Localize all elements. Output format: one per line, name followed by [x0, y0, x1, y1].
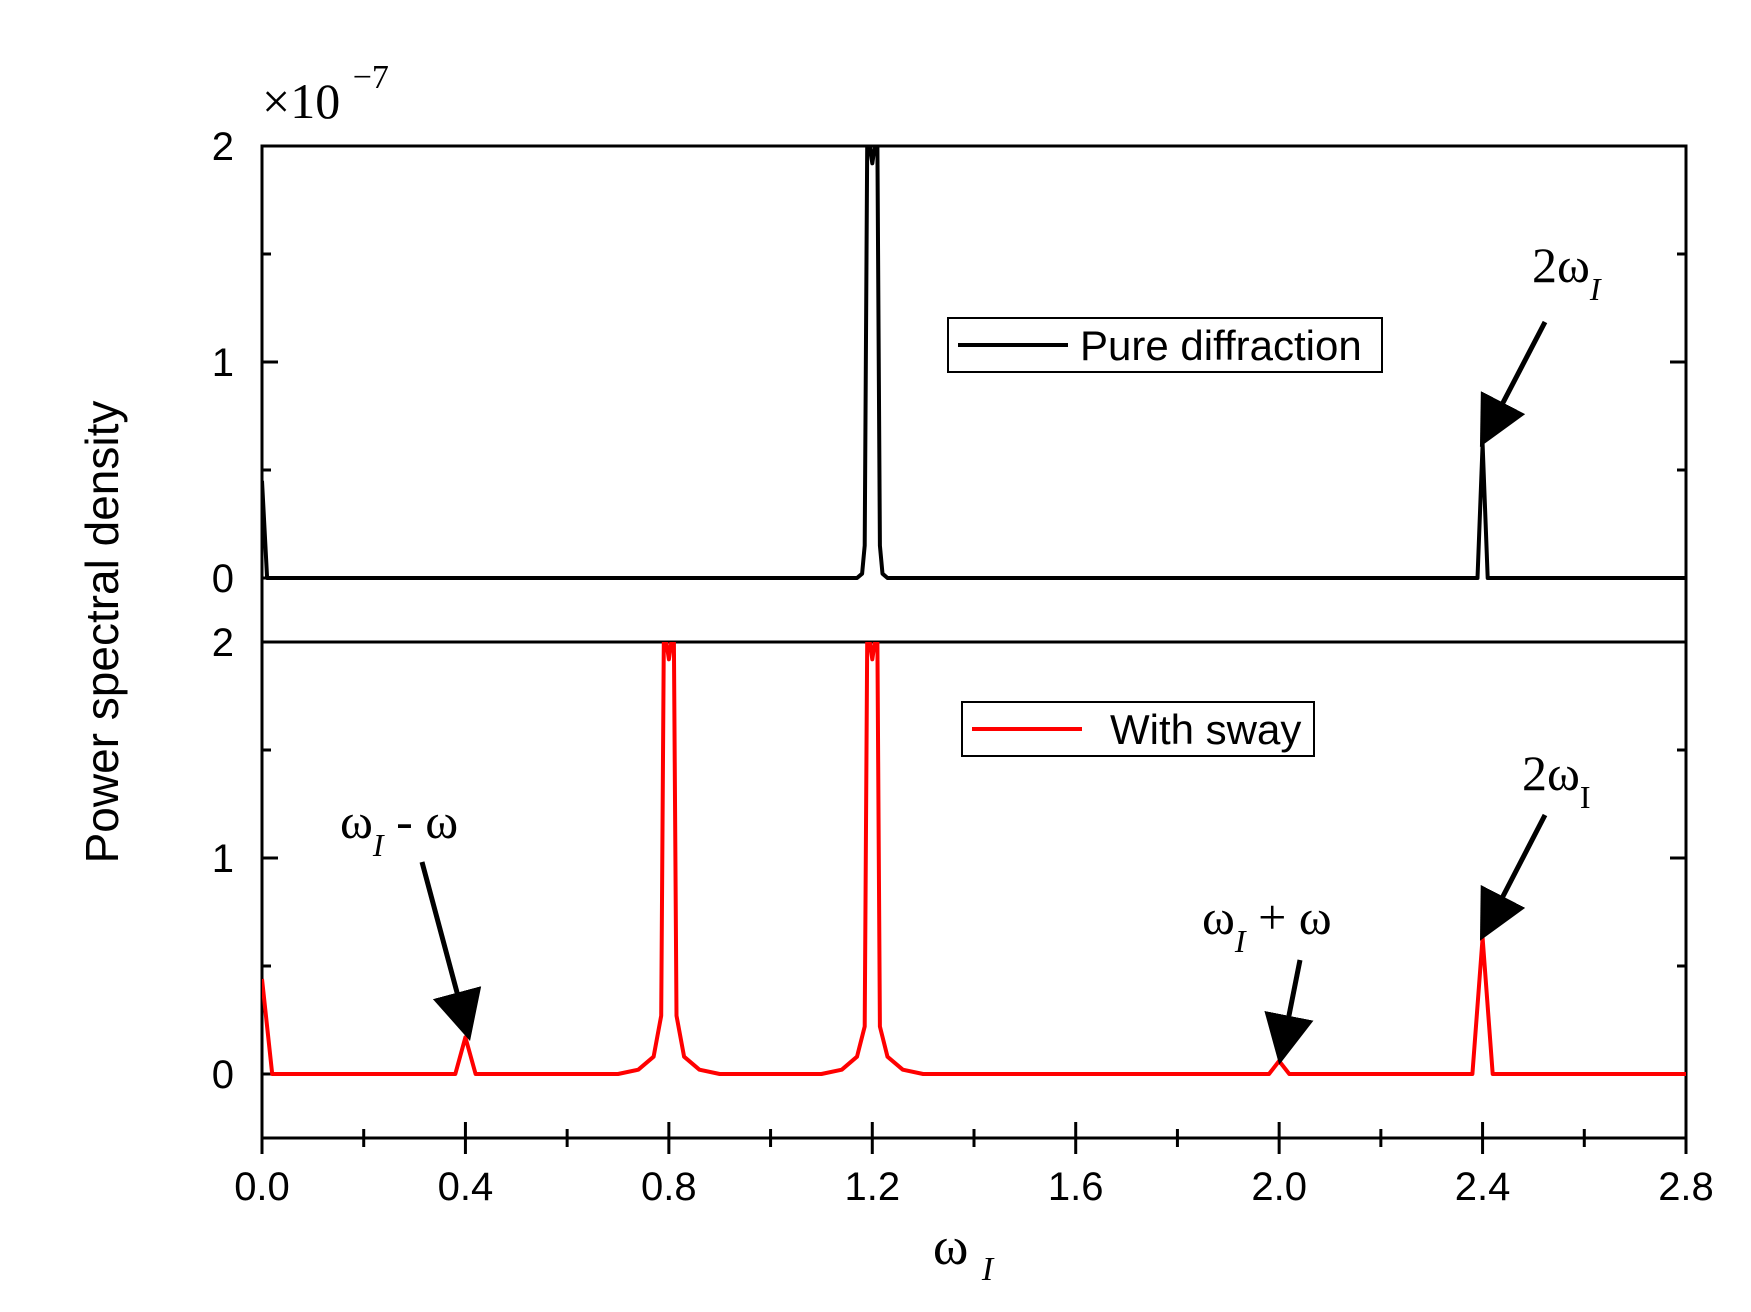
x-axis-title-sub: I [981, 1251, 995, 1288]
annotation-tail: - ω [384, 793, 459, 849]
legend: With sway [961, 701, 1315, 757]
panel-top: 0 1 2 Pure diffraction 2ωI [212, 125, 1688, 644]
y-tick-label: 2 [212, 621, 234, 665]
legend-label: Pure diffraction [1080, 322, 1362, 369]
y-tick-label: 2 [212, 125, 234, 169]
scale-factor-base: ×10 [262, 73, 340, 129]
annotation: ωI + ω [1202, 889, 1332, 1065]
y-tick-label: 0 [212, 557, 234, 601]
y-tick-label: 1 [212, 837, 234, 881]
x-tick-label: 1.6 [1048, 1165, 1104, 1209]
annotation-label: ωI - ω [340, 793, 458, 863]
x-axis-title: ω I [933, 1216, 995, 1288]
annotation-arrow [419, 861, 482, 1041]
annotation: 2ωI [1479, 745, 1591, 941]
x-tick-label: 0.0 [234, 1165, 290, 1209]
panel-frame [260, 144, 1688, 644]
legend-label: With sway [1110, 706, 1301, 753]
annotation-arrow [1479, 320, 1548, 447]
annotation-label: 2ωI [1532, 237, 1602, 307]
annotation-arrow [1479, 813, 1548, 941]
y-tick-label: 1 [212, 341, 234, 385]
annotation-sub: I [1234, 923, 1247, 959]
y-tick-label: 0 [212, 1053, 234, 1097]
annotation-main: 2ω [1532, 237, 1590, 293]
x-axis: 0.0 0.4 0.8 1.2 1.6 2.0 2.4 2.8 [234, 1122, 1714, 1209]
annotation-main: ω [340, 793, 373, 849]
annotation-sub: I [372, 827, 385, 863]
x-tick-label: 2.4 [1455, 1165, 1511, 1209]
annotation-label: ωI + ω [1202, 889, 1332, 959]
x-tick-label: 2.8 [1658, 1165, 1714, 1209]
x-tick-label: 0.4 [438, 1165, 494, 1209]
annotation-arrow [1264, 959, 1314, 1065]
annotation-main: 2ω [1522, 745, 1580, 801]
annotation-main: ω [1202, 889, 1235, 945]
scale-factor: ×10 −7 [262, 59, 389, 129]
y-axis-title: Power spectral density [76, 401, 128, 864]
annotation-label: 2ωI [1522, 745, 1591, 815]
annotation-sub: I [1580, 779, 1591, 815]
annotation: 2ωI [1479, 237, 1602, 447]
annotation-tail: + ω [1246, 889, 1332, 945]
x-tick-label: 2.0 [1251, 1165, 1307, 1209]
legend: Pure diffraction [947, 317, 1383, 373]
x-tick-label: 0.8 [641, 1165, 697, 1209]
scale-factor-exponent: −7 [353, 59, 389, 96]
annotation-sub: I [1589, 271, 1602, 307]
x-tick-label: 1.2 [844, 1165, 900, 1209]
annotation: ωI - ω [340, 793, 482, 1041]
series-line-with-sway [262, 642, 1686, 1076]
x-axis-title-main: ω [933, 1216, 969, 1276]
